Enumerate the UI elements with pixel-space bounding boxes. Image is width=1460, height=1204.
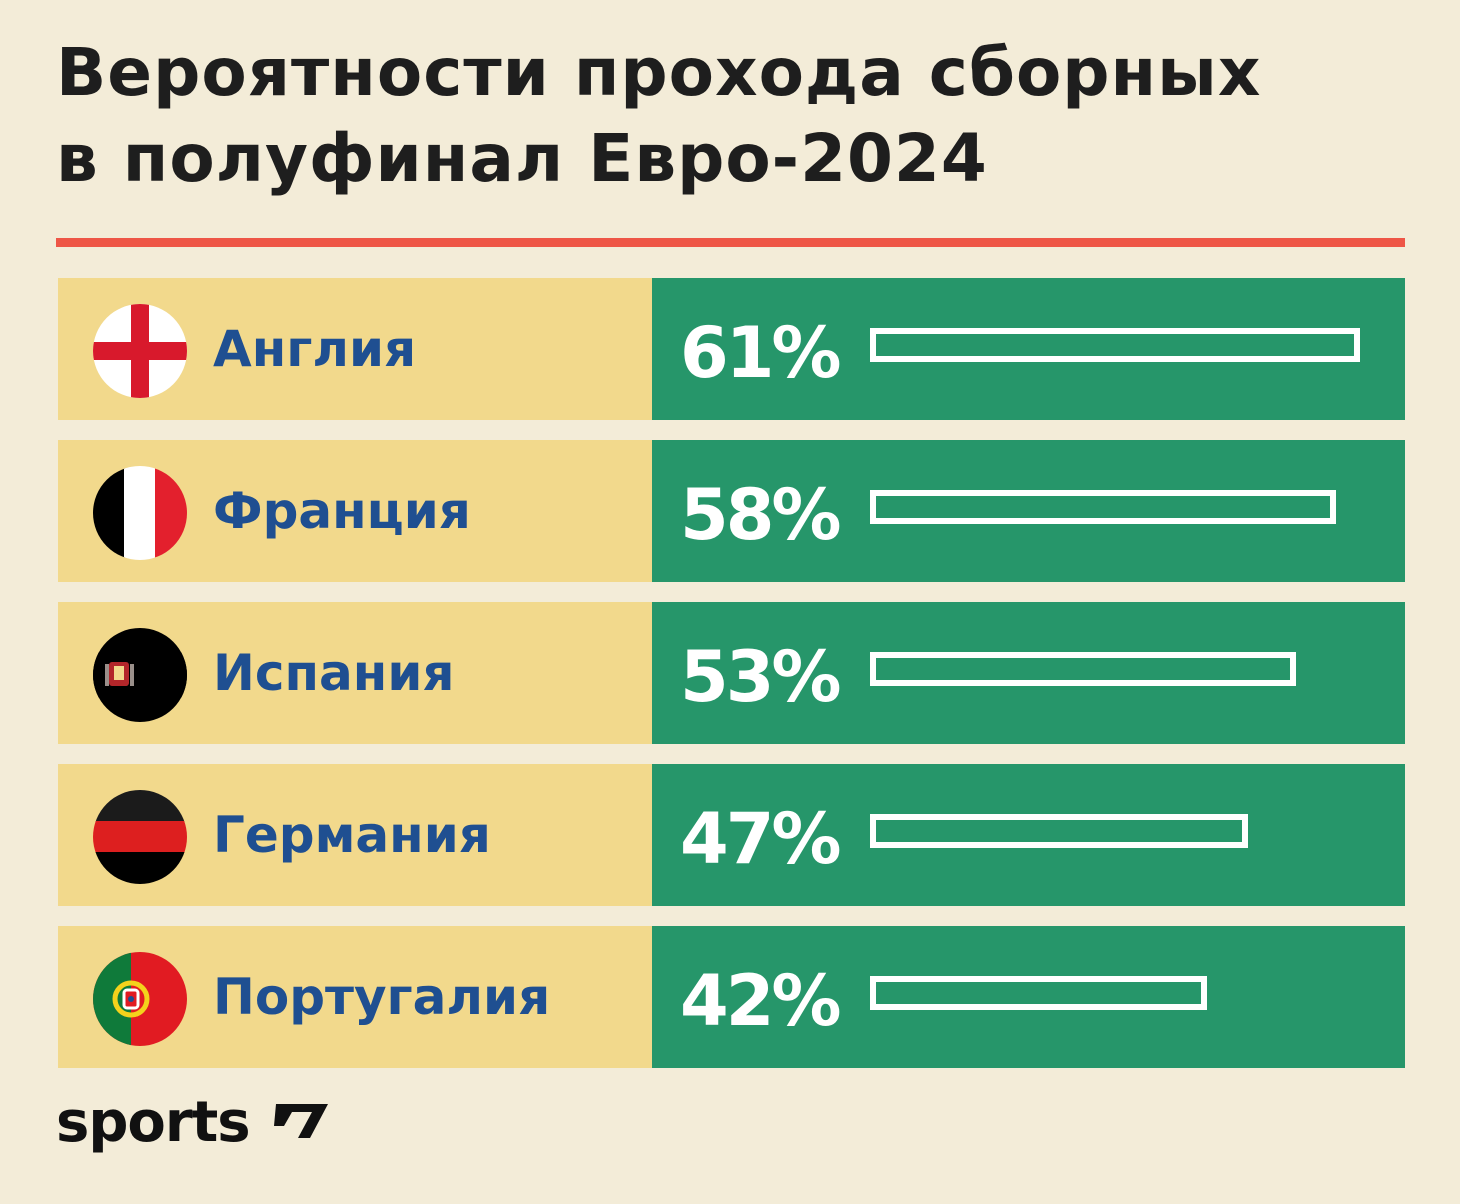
value-label: 47% [680, 798, 842, 880]
sports-logo-mark-icon [274, 1104, 328, 1138]
sports-logo: sports [56, 1090, 251, 1155]
chart-row: Португалия 42% [58, 926, 1405, 1068]
bar [870, 490, 1336, 524]
bar [870, 652, 1296, 686]
chart-row: Германия 47% [58, 764, 1405, 906]
value-panel: 42% [652, 926, 1405, 1068]
country-label: Португалия [213, 968, 551, 1026]
country-label: Германия [213, 806, 491, 864]
title-line-1: Вероятности прохода сборных [56, 34, 1262, 111]
title-divider [56, 238, 1405, 247]
bar [870, 976, 1207, 1010]
country-panel: Португалия [58, 926, 652, 1068]
bar [870, 814, 1248, 848]
country-panel: Германия [58, 764, 652, 906]
spain-flag-icon [93, 628, 187, 722]
value-label: 58% [680, 474, 842, 556]
value-panel: 47% [652, 764, 1405, 906]
value-label: 53% [680, 636, 842, 718]
england-flag-icon [93, 304, 187, 398]
country-label: Англия [213, 320, 417, 378]
value-label: 61% [680, 312, 842, 394]
country-panel: Испания [58, 602, 652, 744]
value-label: 42% [680, 960, 842, 1042]
chart-row: Франция 58% [58, 440, 1405, 582]
portugal-flag-icon [93, 952, 187, 1046]
country-label: Испания [213, 644, 455, 702]
chart-row: Англия 61% [58, 278, 1405, 420]
france-flag-icon [93, 466, 187, 560]
title-line-2: в полуфинал Евро-2024 [56, 120, 988, 197]
bar [870, 328, 1360, 362]
chart-row: Испания 53% [58, 602, 1405, 744]
country-label: Франция [213, 482, 471, 540]
value-panel: 53% [652, 602, 1405, 744]
country-panel: Франция [58, 440, 652, 582]
country-panel: Англия [58, 278, 652, 420]
chart-title: Вероятности прохода сборных в полуфинал … [56, 30, 1436, 202]
value-panel: 61% [652, 278, 1405, 420]
chart-rows: Англия 61% Франция 58% Испания 53% Германия 47%… [58, 278, 1405, 1088]
germany-flag-icon [93, 790, 187, 884]
value-panel: 58% [652, 440, 1405, 582]
